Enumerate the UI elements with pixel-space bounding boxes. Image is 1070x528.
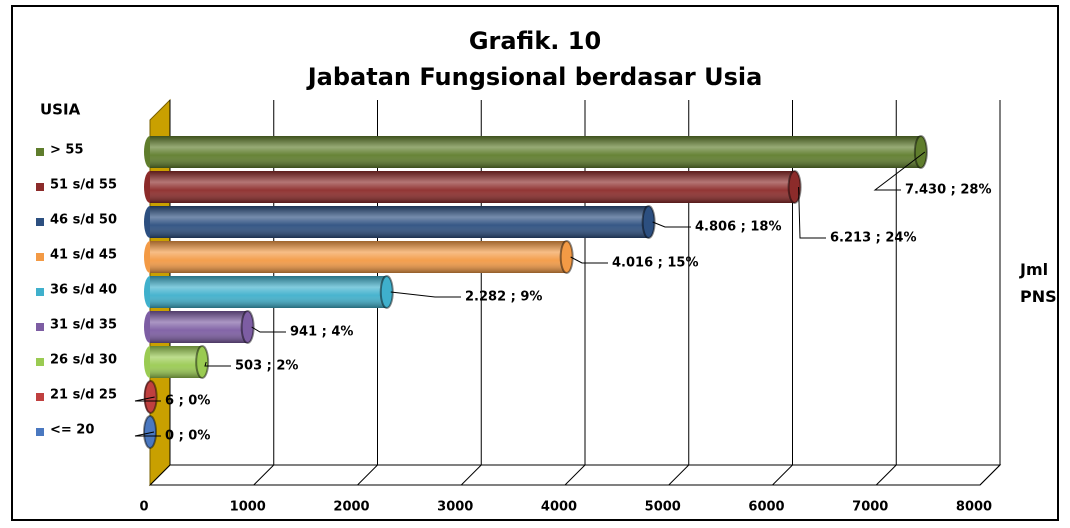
grid-line [253, 464, 275, 486]
legend-label: <= 20 [50, 423, 94, 438]
legend-label: 31 s/d 35 [50, 318, 117, 333]
leader-line [134, 396, 161, 402]
legend-swatch [36, 288, 44, 296]
leader-line [570, 256, 608, 264]
x-tick-label: 3000 [437, 500, 473, 515]
legend-swatch [36, 148, 44, 156]
chart-title: Grafik. 10 [469, 27, 601, 55]
leader-line [652, 221, 691, 228]
grid-line [979, 464, 1001, 486]
legend-title: USIA [40, 101, 81, 119]
axis-label: Jml PNS [1020, 260, 1057, 306]
x-tick-label: 5000 [645, 500, 681, 515]
x-tick-label: 8000 [956, 500, 992, 515]
bar-cap [195, 345, 210, 379]
legend-label: 41 s/d 45 [50, 248, 117, 263]
grid-line [460, 464, 482, 486]
x-tick-label: 2000 [333, 500, 369, 515]
leader-line [798, 186, 826, 239]
data-label: 4.806 ; 18% [695, 220, 782, 235]
bar-cap [143, 380, 158, 414]
legend-swatch [36, 253, 44, 261]
legend-label: 46 s/d 50 [50, 213, 117, 228]
legend-label: 36 s/d 40 [50, 283, 117, 298]
data-label: 4.016 ; 15% [612, 256, 699, 271]
leader-line [134, 431, 161, 437]
legend-swatch [36, 393, 44, 401]
legend-label: 51 s/d 55 [50, 178, 117, 193]
chart-subtitle: Jabatan Fungsional berdasar Usia [306, 63, 763, 91]
legend-label: 26 s/d 30 [50, 353, 117, 368]
bar-shade [150, 311, 248, 343]
grid-line [772, 464, 793, 486]
bar-shade [150, 136, 921, 168]
leader-line [251, 326, 286, 333]
x-tick-label: 4000 [541, 500, 577, 515]
bar-shade [150, 206, 649, 238]
bar-cap [787, 170, 802, 204]
grid-line [357, 464, 378, 486]
grid-line [149, 464, 171, 486]
bar-shade [150, 276, 387, 308]
leader-line [204, 361, 231, 367]
grid-line [668, 464, 690, 486]
legend-swatch [36, 428, 44, 436]
legend-label: 21 s/d 25 [50, 388, 117, 403]
data-label: 941 ; 4% [290, 325, 353, 340]
data-label: 503 ; 2% [235, 359, 298, 374]
bar-cap [913, 135, 928, 169]
x-tick-label: 1000 [230, 500, 266, 515]
legend-swatch [36, 358, 44, 366]
legend-swatch [36, 323, 44, 331]
x-tick-label: 7000 [852, 500, 888, 515]
data-label: 0 ; 0% [165, 429, 210, 444]
legend-label: > 55 [50, 143, 84, 158]
data-label: 2.282 ; 9% [465, 290, 542, 305]
frame [11, 5, 1059, 521]
bar-cap [641, 205, 656, 239]
bar-cap [559, 240, 574, 274]
bar-cap [240, 310, 255, 344]
x-tick-label: 0 [139, 500, 148, 515]
x-tick-label: 6000 [748, 500, 784, 515]
grid-line [564, 464, 586, 486]
grid-line [875, 464, 897, 486]
data-label: 6 ; 0% [165, 394, 210, 409]
legend-swatch [36, 218, 44, 226]
data-label: 7.430 ; 28% [905, 183, 992, 198]
bar-shade [150, 241, 567, 273]
legend-swatch [36, 183, 44, 191]
leader-line [390, 291, 461, 298]
bar-shade [150, 346, 203, 378]
data-label: 6.213 ; 24% [830, 231, 917, 246]
leader-line [873, 151, 926, 191]
bar-cap [143, 415, 157, 449]
bar-shade [150, 171, 795, 203]
